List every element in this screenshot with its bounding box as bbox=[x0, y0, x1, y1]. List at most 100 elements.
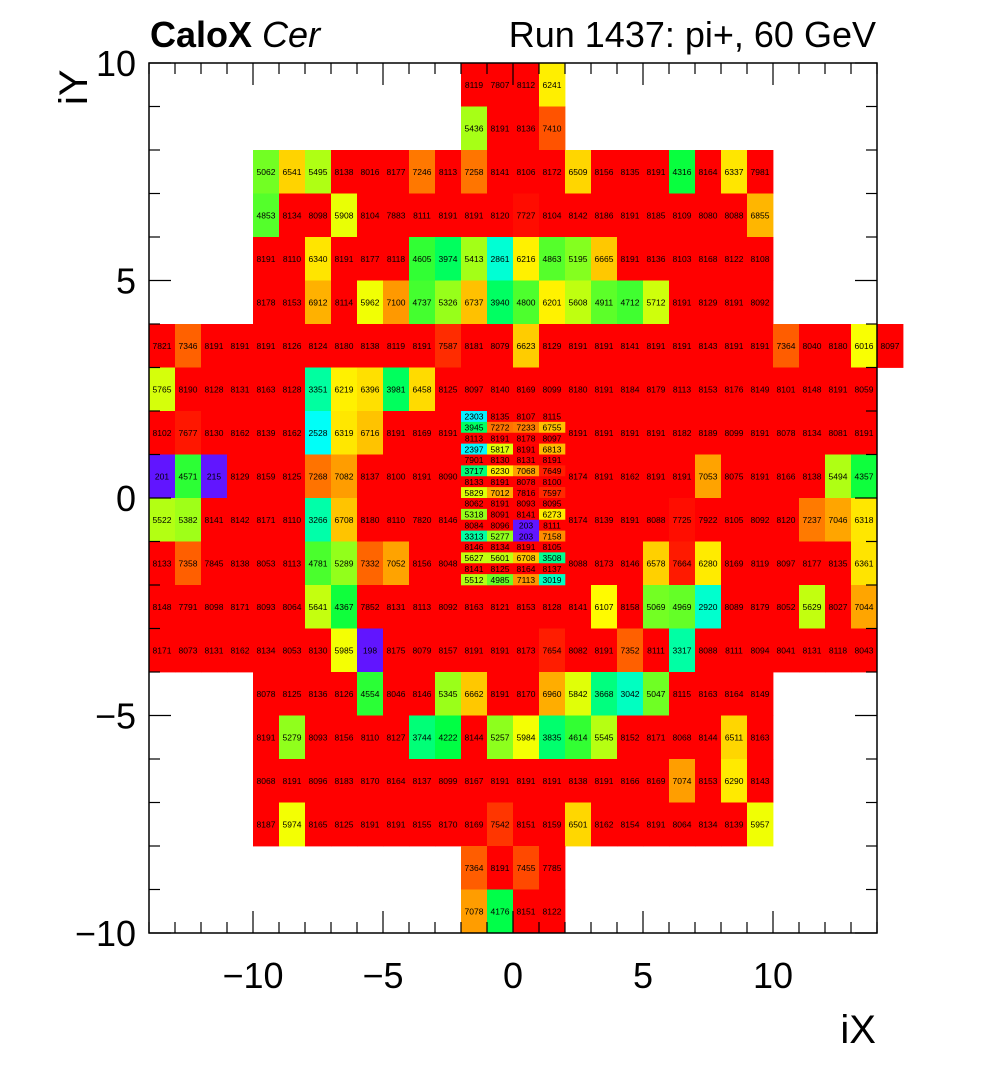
cell-label: 5908 bbox=[335, 210, 354, 220]
heatmap-cell bbox=[669, 715, 696, 760]
cell-label: 2920 bbox=[699, 602, 718, 612]
heatmap-cell bbox=[409, 498, 436, 542]
cell-label: 6623 bbox=[517, 341, 536, 351]
heatmap-cell bbox=[669, 367, 696, 412]
heatmap-cell bbox=[747, 324, 774, 368]
cell-label: 8162 bbox=[595, 819, 614, 829]
heatmap-cell bbox=[643, 541, 670, 586]
heatmap-cell bbox=[435, 672, 462, 716]
heatmap-cell bbox=[565, 193, 592, 238]
heatmap-cell bbox=[461, 846, 488, 890]
cell-label: 6337 bbox=[725, 167, 744, 177]
heatmap-cell bbox=[435, 585, 462, 629]
heatmap-cell bbox=[721, 193, 748, 238]
heatmap-cell bbox=[513, 367, 540, 412]
cell-label: 8093 bbox=[257, 602, 276, 612]
x-tick-label: 0 bbox=[503, 955, 523, 996]
heatmap-cell bbox=[539, 802, 566, 847]
heatmap-cell bbox=[565, 280, 592, 325]
cell-label: 8129 bbox=[231, 471, 250, 481]
heatmap-cell bbox=[435, 237, 462, 281]
cell-label: 7346 bbox=[179, 341, 198, 351]
cell-label: 8097 bbox=[777, 558, 796, 568]
cell-label: 8181 bbox=[465, 341, 484, 351]
cell-label: 8184 bbox=[621, 384, 640, 394]
heatmap-cell bbox=[435, 541, 462, 586]
cell-label: 8167 bbox=[465, 776, 484, 786]
cell-label: 8164 bbox=[725, 689, 744, 699]
fine-cell-label: 8178 bbox=[517, 433, 536, 443]
cell-label: 5608 bbox=[569, 297, 588, 307]
cell-label: 8134 bbox=[699, 819, 718, 829]
cell-label: 8182 bbox=[673, 428, 692, 438]
cell-label: 4969 bbox=[673, 602, 692, 612]
heatmap-fine-cell bbox=[539, 432, 566, 444]
cell-label: 5985 bbox=[335, 645, 354, 655]
heatmap-cell bbox=[539, 846, 566, 890]
cell-label: 8172 bbox=[543, 167, 562, 177]
heatmap-cell bbox=[565, 715, 592, 760]
cell-label: 8098 bbox=[309, 210, 328, 220]
cell-label: 8156 bbox=[335, 732, 354, 742]
cell-label: 5279 bbox=[283, 732, 302, 742]
cell-label: 7100 bbox=[387, 297, 406, 307]
cell-label: 8175 bbox=[387, 645, 406, 655]
heatmap-cell bbox=[773, 585, 800, 629]
heatmap-cell bbox=[175, 498, 202, 542]
heatmap-cell bbox=[279, 367, 306, 412]
heatmap-cell bbox=[461, 106, 488, 151]
cell-label: 198 bbox=[363, 645, 377, 655]
cell-label: 8131 bbox=[205, 645, 224, 655]
heatmap-cell bbox=[253, 454, 280, 499]
heatmap-cell bbox=[513, 150, 540, 194]
heatmap-cell bbox=[669, 237, 696, 281]
heatmap-cell bbox=[851, 541, 878, 586]
heatmap-cell bbox=[409, 454, 436, 499]
heatmap-cell bbox=[279, 150, 306, 194]
fine-cell-label: 6755 bbox=[543, 423, 562, 433]
cell-label: 5326 bbox=[439, 297, 458, 307]
heatmap-fine-cell bbox=[513, 454, 540, 466]
heatmap-cell bbox=[565, 150, 592, 194]
cell-label: 8191 bbox=[621, 254, 640, 264]
cell-label: 7587 bbox=[439, 341, 458, 351]
cell-label: 4800 bbox=[517, 297, 536, 307]
cell-label: 7053 bbox=[699, 471, 718, 481]
cell-label: 7785 bbox=[543, 863, 562, 873]
cell-label: 8134 bbox=[283, 210, 302, 220]
heatmap-cell bbox=[435, 324, 462, 368]
heatmap-cell bbox=[461, 759, 488, 803]
heatmap-cell bbox=[565, 454, 592, 499]
heatmap-cell bbox=[565, 802, 592, 847]
cell-label: 8134 bbox=[803, 428, 822, 438]
heatmap-cell bbox=[773, 324, 800, 368]
cell-label: 8183 bbox=[335, 776, 354, 786]
heatmap-fine-cell bbox=[539, 574, 566, 586]
heatmap-fine-cell bbox=[513, 487, 540, 499]
cell-label: 8043 bbox=[855, 645, 874, 655]
fine-cell-label: 7272 bbox=[491, 423, 510, 433]
cell-label: 5629 bbox=[803, 602, 822, 612]
heatmap-fine-cell bbox=[539, 519, 566, 531]
cell-label: 8130 bbox=[205, 428, 224, 438]
cell-label: 8131 bbox=[803, 645, 822, 655]
heatmap-cell bbox=[695, 367, 722, 412]
cell-label: 7725 bbox=[673, 515, 692, 525]
heatmap-fine-cell bbox=[461, 574, 488, 586]
heatmap-cell bbox=[461, 324, 488, 368]
heatmap-cell bbox=[201, 585, 228, 629]
heatmap-cell bbox=[253, 759, 280, 803]
heatmap-fine-cell bbox=[461, 443, 488, 455]
fine-cell-label: 6708 bbox=[517, 553, 536, 563]
heatmap-cell bbox=[695, 280, 722, 325]
heatmap-cell bbox=[643, 802, 670, 847]
cell-label: 8153 bbox=[699, 776, 718, 786]
cell-label: 6219 bbox=[335, 384, 354, 394]
heatmap-cell bbox=[591, 280, 618, 325]
heatmap-cell bbox=[253, 193, 280, 238]
fine-cell-label: 8191 bbox=[543, 455, 562, 465]
cell-label: 8112 bbox=[517, 80, 536, 90]
cell-label: 8135 bbox=[621, 167, 640, 177]
heatmap-cell bbox=[253, 150, 280, 194]
cell-label: 6361 bbox=[855, 558, 874, 568]
